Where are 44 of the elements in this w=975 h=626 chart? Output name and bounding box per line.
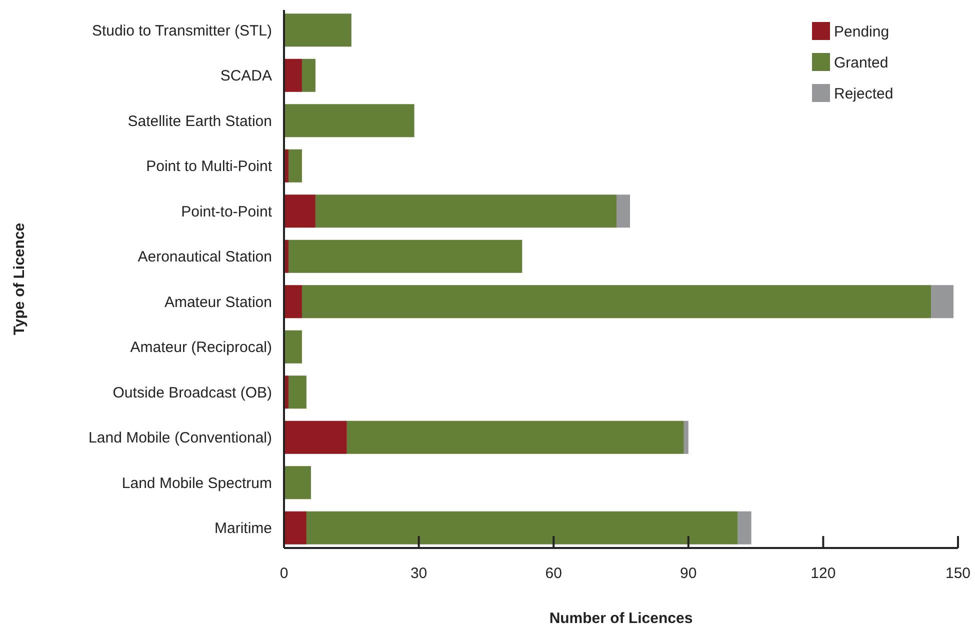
y-tick-label: Outside Broadcast (OB) — [112, 384, 272, 402]
x-tick-label: 150 — [945, 565, 971, 582]
y-tick-label: Amateur (Reciprocal) — [130, 339, 272, 356]
bar — [315, 194, 617, 228]
bar — [302, 285, 932, 318]
bar — [284, 104, 414, 138]
bar — [284, 466, 311, 500]
bar — [306, 511, 738, 544]
x-tick-label: 0 — [280, 565, 288, 582]
bar — [738, 511, 752, 544]
y-tick-label: Land Mobile Spectrum — [122, 474, 272, 492]
x-tick-label: 120 — [810, 565, 836, 582]
y-tick-label: Land Mobile (Conventional) — [88, 430, 272, 447]
y-tick-label: Point-to-Point — [181, 203, 273, 220]
y-tick-label: Satellite Earth Station — [128, 112, 272, 130]
y-tick-label: Studio to Transmitter (STL) — [92, 22, 272, 40]
bar — [284, 194, 316, 228]
bar — [284, 58, 302, 92]
bar — [284, 511, 306, 544]
y-tick-label: Amateur Station — [164, 294, 272, 311]
y-tick-label: Aeronautical Station — [138, 248, 272, 266]
bar — [284, 330, 302, 364]
bar — [931, 285, 954, 318]
bar — [684, 420, 688, 454]
bar — [284, 285, 302, 318]
bar — [288, 240, 522, 273]
y-tick-label: Maritime — [214, 520, 272, 538]
bar — [288, 149, 302, 182]
bar — [284, 14, 352, 47]
legend-label: Pending — [834, 23, 890, 40]
legend-label: Rejected — [834, 85, 894, 102]
bar — [616, 194, 630, 228]
bar — [346, 420, 684, 454]
bar — [284, 420, 347, 454]
bar — [302, 58, 316, 92]
x-tick-label: 30 — [410, 565, 428, 582]
x-tick-label: 90 — [680, 565, 697, 582]
bar — [288, 376, 306, 409]
y-tick-label: Point to Multi-Point — [146, 158, 273, 176]
x-tick-label: 60 — [545, 565, 562, 582]
y-tick-label: SCADA — [220, 68, 272, 85]
x-axis-title: Number of Licences — [549, 610, 693, 626]
y-axis-title: Type of Licence — [11, 222, 28, 336]
legend-label: Granted — [834, 54, 888, 72]
